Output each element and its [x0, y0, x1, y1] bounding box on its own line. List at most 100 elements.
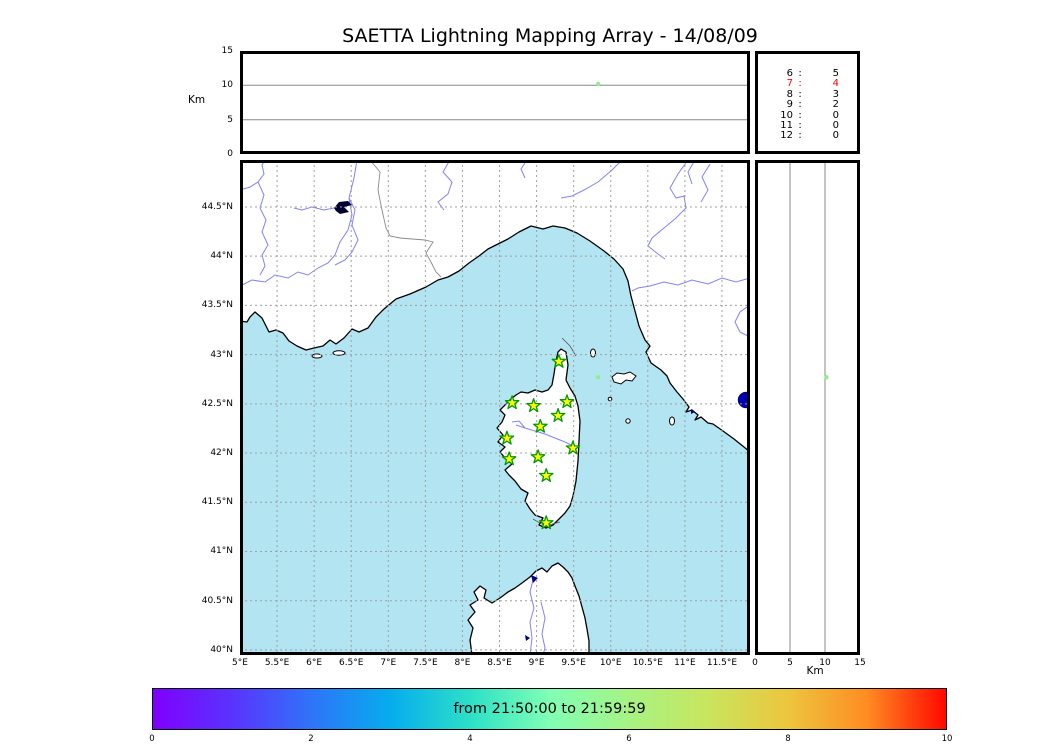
altitude-latitude-panel	[755, 160, 860, 655]
lat-tick-label: 43°N	[210, 349, 233, 360]
lightning-sources-map	[595, 375, 601, 380]
station-star-marker	[538, 515, 554, 530]
count-row: 12: 0	[776, 130, 857, 142]
station-count: 7	[786, 78, 793, 90]
island-corsica	[496, 348, 581, 529]
count-row: 11: 0	[776, 120, 857, 132]
lon-tick-label: 8.5°E	[487, 658, 512, 668]
lon-tick-label: 7.5°E	[413, 658, 438, 668]
separator: :	[798, 68, 802, 79]
station-star-marker	[499, 430, 515, 445]
altitude-tick-label: 10	[221, 80, 233, 91]
separator: :	[798, 88, 802, 100]
lightning-source-dot	[595, 81, 601, 87]
separator: :	[798, 120, 802, 132]
lightning-source-dot	[824, 375, 829, 380]
colorbar-tick-label: 4	[467, 734, 473, 744]
lake-sardinia-south	[525, 635, 530, 641]
station-star-marker	[504, 395, 520, 410]
altitude-longitude-panel	[240, 51, 750, 154]
lat-tick-label: 41°N	[210, 546, 233, 557]
lon-tick-label: 7°E	[380, 658, 397, 668]
island-sardinia	[467, 562, 590, 655]
lagoon-orbetello	[691, 409, 695, 414]
station-count: 12	[780, 130, 793, 142]
km-tick-label: 15	[854, 658, 866, 668]
right-axis-label: Km	[806, 665, 824, 677]
island-montecristo	[625, 418, 631, 424]
colorbar-tick-label: 10	[941, 734, 953, 744]
country-border-line	[369, 160, 442, 278]
panel-border	[755, 160, 860, 655]
station-count: 11	[780, 120, 793, 132]
station-star-marker	[501, 451, 517, 466]
count-row: 6: 5	[776, 68, 857, 79]
map-gridlines	[240, 160, 750, 655]
km-tick-label: 5	[787, 658, 793, 668]
altitude-tick-label: 0	[227, 149, 233, 159]
station-count: 10	[780, 109, 793, 121]
island-giglio	[669, 416, 675, 426]
lon-tick-label: 6°E	[306, 658, 323, 668]
lightning-sources-altitude-lat	[824, 375, 829, 380]
source-count: 3	[832, 88, 839, 100]
lon-tick-label: 9°E	[528, 658, 545, 668]
coastline-mainland	[240, 160, 750, 453]
lat-tick-label: 40.5°N	[201, 595, 233, 606]
count-row: 10: 0	[776, 109, 857, 121]
lake-serre-poncon	[334, 201, 352, 214]
station-markers	[499, 353, 581, 530]
lat-tick-label: 41.5°N	[201, 497, 233, 508]
station-count: 8	[786, 88, 793, 100]
km-tick-label: 10	[819, 658, 831, 668]
lat-tick-label: 44.5°N	[201, 201, 233, 212]
panel-border	[240, 51, 750, 154]
lat-tick-label: 40°N	[210, 644, 233, 655]
count-row: 8: 3	[776, 88, 857, 100]
station-star-marker	[526, 398, 541, 413]
lon-tick-label: 11°E	[674, 658, 696, 668]
source-count-table: 6: 5 7: 4 8: 3 9: 2 10: 0 11: 0 12: 0	[755, 51, 860, 154]
lon-tick-label: 5°E	[232, 658, 248, 668]
lon-tick-label: 8°E	[454, 658, 471, 668]
station-star-marker	[550, 407, 566, 422]
colorbar-tick-label: 0	[149, 734, 155, 744]
altitude-axis-label: Km	[188, 94, 206, 106]
lightning-source-dot	[595, 375, 601, 380]
lon-tick-label: 6.5°E	[338, 658, 364, 668]
altitude-tick-label: 5	[227, 114, 233, 125]
station-star-marker	[551, 353, 567, 368]
lake-sardinia-north	[531, 575, 538, 583]
station-star-marker	[538, 468, 554, 483]
sea-line-cap-corse	[561, 337, 577, 357]
source-count: 2	[832, 99, 839, 111]
map-panel	[240, 160, 750, 655]
separator: :	[798, 78, 802, 90]
station-star-marker	[565, 440, 581, 455]
lat-tick-label: 43.5°N	[201, 300, 233, 311]
island-capraia	[590, 348, 596, 358]
lon-tick-label: 10°E	[599, 658, 622, 668]
colorbar-tick-label: 6	[626, 734, 632, 744]
km-tick-label: 0	[752, 658, 758, 668]
lon-tick-label: 5.5°E	[264, 658, 290, 668]
separator: :	[798, 109, 802, 121]
source-count: 4	[832, 78, 839, 90]
colorbar-label: from 21:50:00 to 21:59:59	[453, 701, 646, 717]
lon-tick-label: 9.5°E	[561, 658, 586, 668]
station-star-marker	[533, 418, 548, 433]
count-row: 7: 4	[776, 78, 857, 90]
time-colorbar: from 21:50:00 to 21:59:59	[152, 688, 947, 730]
island-elba	[611, 371, 637, 385]
lat-tick-label: 42°N	[210, 448, 233, 459]
lat-tick-label: 42.5°N	[201, 398, 233, 409]
source-count: 0	[832, 130, 839, 142]
station-star-marker	[530, 449, 546, 464]
island-pianosa	[607, 396, 613, 402]
separator: :	[798, 99, 802, 111]
panel-background	[240, 51, 750, 154]
lightning-sources-altitude-lon	[595, 81, 601, 87]
page-title: SAETTA Lightning Mapping Array - 14/08/0…	[342, 25, 758, 47]
source-count: 5	[832, 68, 839, 79]
colorbar-tick-label: 8	[785, 734, 791, 744]
